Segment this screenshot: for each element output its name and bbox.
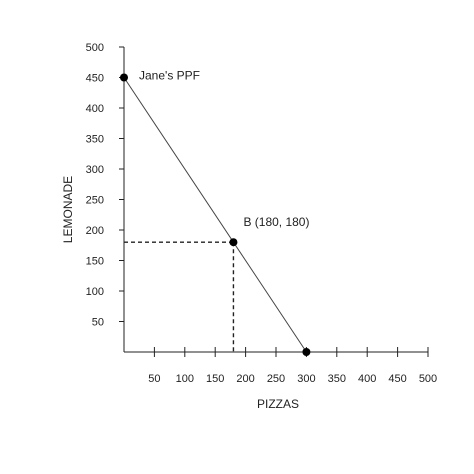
reference-lines	[124, 241, 235, 352]
ppf-line	[123, 77, 307, 353]
x-tick-label: 100	[176, 373, 194, 385]
y-tick-label: 500	[86, 42, 104, 54]
y-tick-label: 100	[86, 286, 104, 298]
x-tick-label: 500	[419, 373, 437, 385]
x-axis-title: PIZZAS	[257, 397, 299, 411]
x-tick-label: 150	[206, 373, 224, 385]
annotation-ppf-label: Jane's PPF	[139, 69, 200, 83]
y-tick-label: 250	[86, 195, 104, 207]
data-point	[229, 238, 238, 247]
x-tick-label: 250	[267, 373, 285, 385]
annotation-point-b-label: B (180, 180)	[243, 215, 309, 229]
y-tick-label: 400	[86, 103, 104, 115]
axes: 50 100 150 200 250 300 350 400 450 500 50 100 150 200…	[86, 42, 438, 385]
y-tick-label: 150	[86, 256, 104, 268]
x-tick-label: 450	[388, 373, 406, 385]
y-tick-label: 200	[86, 225, 104, 237]
x-tick-label: 350	[328, 373, 346, 385]
data-points	[120, 73, 311, 356]
y-tick-label: 50	[92, 317, 104, 329]
x-tick-label: 400	[358, 373, 376, 385]
y-axis-title: LEMONADE	[61, 176, 75, 243]
y-tick-label: 350	[86, 134, 104, 146]
data-point	[302, 348, 311, 356]
series-lines	[123, 77, 307, 353]
y-tick-label: 300	[86, 164, 104, 176]
x-tick-label: 200	[236, 373, 254, 385]
x-tick-label: 50	[148, 373, 160, 385]
y-tick-label: 450	[86, 73, 104, 85]
labels: PIZZAS LEMONADE Jane's PPF B (180, 180)	[61, 69, 309, 412]
data-point	[120, 73, 128, 82]
x-tick-label: 300	[297, 373, 315, 385]
